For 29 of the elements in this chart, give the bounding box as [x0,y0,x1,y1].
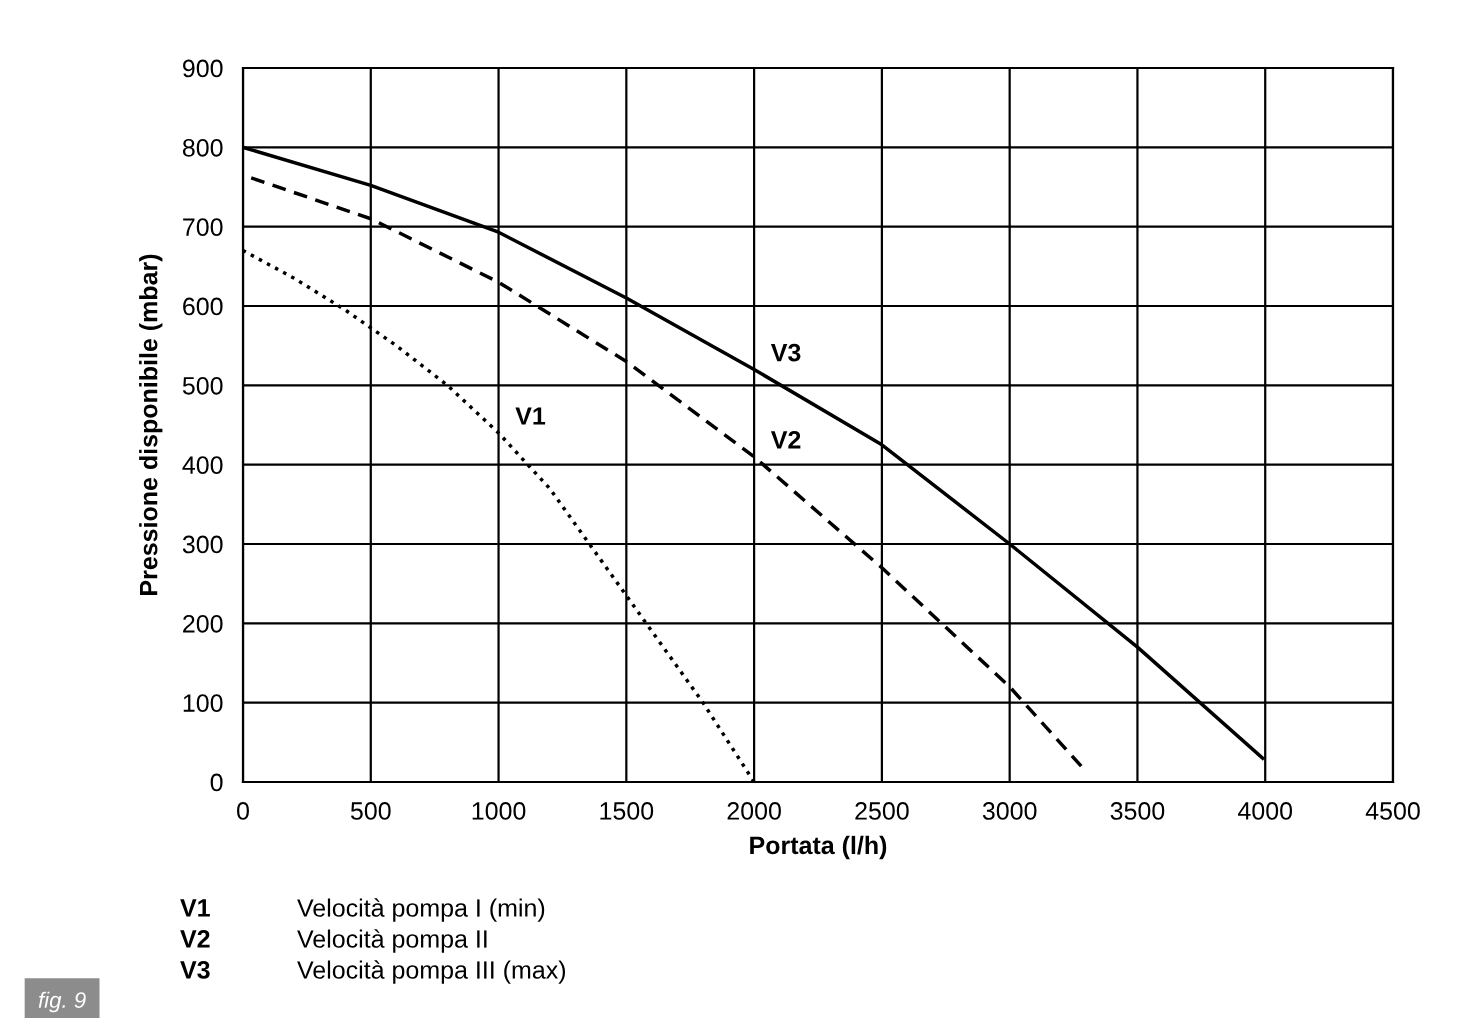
y-tick-label: 800 [182,138,223,157]
y-tick-label: 100 [183,694,223,712]
x-tick-label: 4000 [1237,802,1293,820]
y-tick-label: 900 [183,59,223,78]
x-tick-label: 3500 [1110,802,1165,820]
x-tick-label: 2500 [855,802,909,820]
y-tick-label: 200 [183,614,223,633]
text: V3 Velocità pompa III (max) [180,960,566,984]
x-tick-label: 2000 [727,802,781,820]
x-tick-label: 500 [350,802,391,820]
x-axis-title: Portata (l/h) [750,835,887,860]
y-tick-label: 700 [183,218,223,236]
series-label: V2 [770,430,801,449]
x-tick-label: 1000 [472,802,526,820]
y-tick-label: 500 [182,376,223,395]
y-tick-label: 600 [183,297,223,316]
text: V2 Velocità pompa II [180,929,487,953]
series-label: V1 [515,407,546,425]
y-axis-title: Pressione disponibile (mbar) [139,254,163,595]
x-tick-label: 0 [237,802,249,820]
y-tick-label: 0 [210,773,223,792]
y-tick-label: 400 [182,456,223,474]
caption: fig. 9 [38,991,86,1013]
y-tick-label: 300 [182,535,223,554]
series-label: V3 [770,343,801,362]
x-tick-label: 4500 [1365,802,1420,820]
text: V1 Velocità pompa I (min) [180,898,545,922]
x-tick-label: 1500 [600,802,654,820]
x-tick-label: 3000 [982,802,1037,820]
